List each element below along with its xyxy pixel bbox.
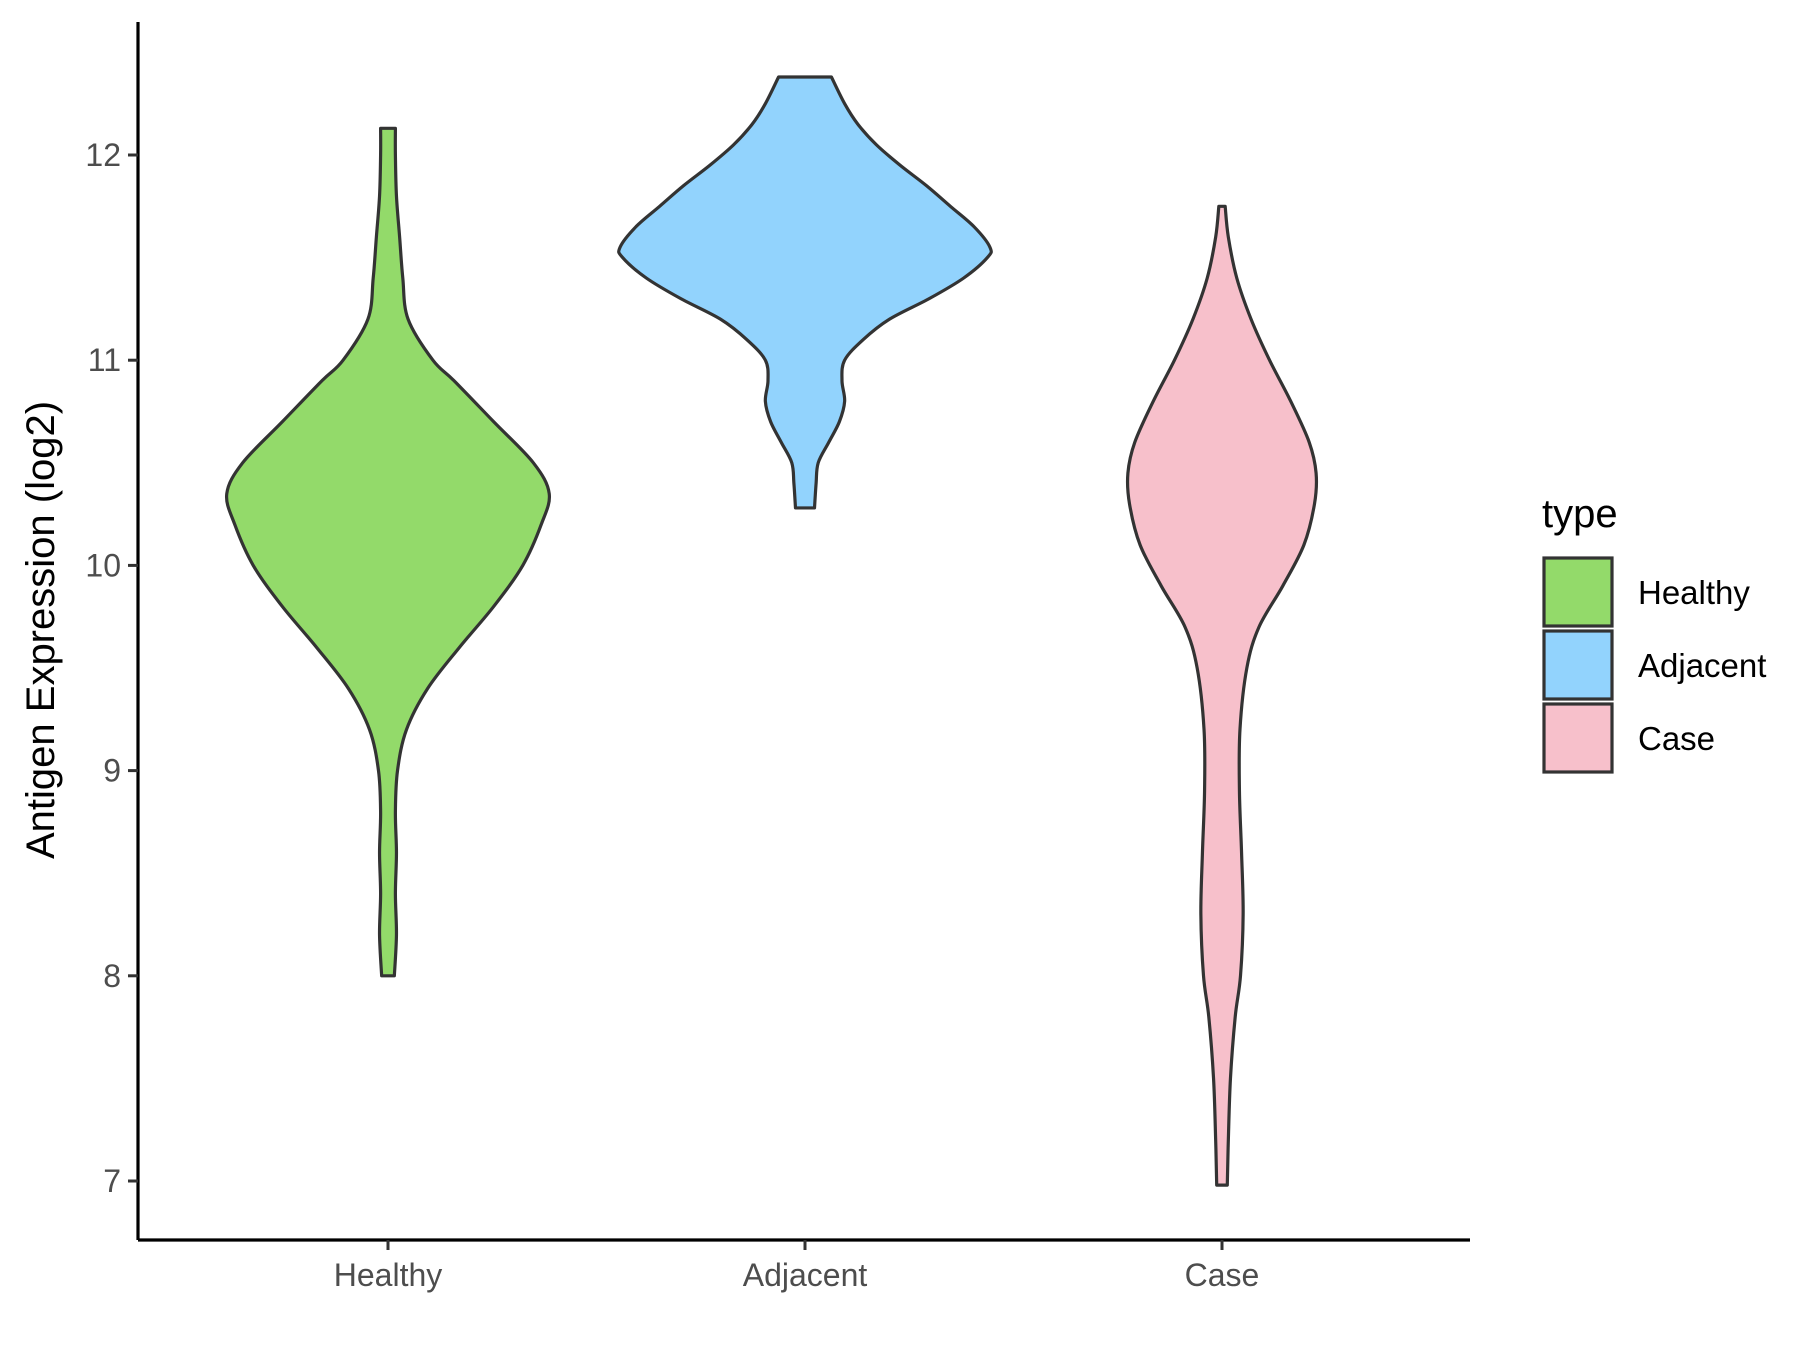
legend-key-adjacent	[1542, 629, 1614, 701]
legend: type Healthy Adjacent Case	[1542, 492, 1766, 774]
y-tick-label: 9	[103, 753, 121, 789]
legend-key-case	[1542, 702, 1614, 774]
x-tick-label-adjacent: Adjacent	[743, 1257, 868, 1293]
legend-label-adjacent: Adjacent	[1638, 647, 1766, 684]
violins-layer	[224, 75, 1319, 1187]
violin-adjacent	[617, 75, 993, 510]
y-tick-label: 11	[88, 342, 121, 378]
x-tick-label-healthy: Healthy	[334, 1257, 443, 1293]
y-tick-label: 7	[103, 1163, 121, 1199]
y-axis: 7 8 9 10 11 12	[85, 22, 140, 1240]
y-tick-label: 10	[85, 547, 121, 583]
legend-title: type	[1542, 492, 1618, 536]
legend-label-case: Case	[1638, 720, 1715, 757]
y-tick-label: 12	[85, 137, 121, 173]
x-tick-label-case: Case	[1185, 1257, 1260, 1293]
y-axis-title: Antigen Expression (log2)	[19, 401, 63, 859]
violin-case	[1125, 204, 1319, 1187]
legend-key-healthy	[1542, 556, 1614, 628]
y-tick-label: 8	[103, 958, 121, 994]
x-axis: Healthy Adjacent Case	[138, 1238, 1470, 1293]
legend-label-healthy: Healthy	[1638, 574, 1750, 611]
violin-healthy	[224, 126, 552, 978]
